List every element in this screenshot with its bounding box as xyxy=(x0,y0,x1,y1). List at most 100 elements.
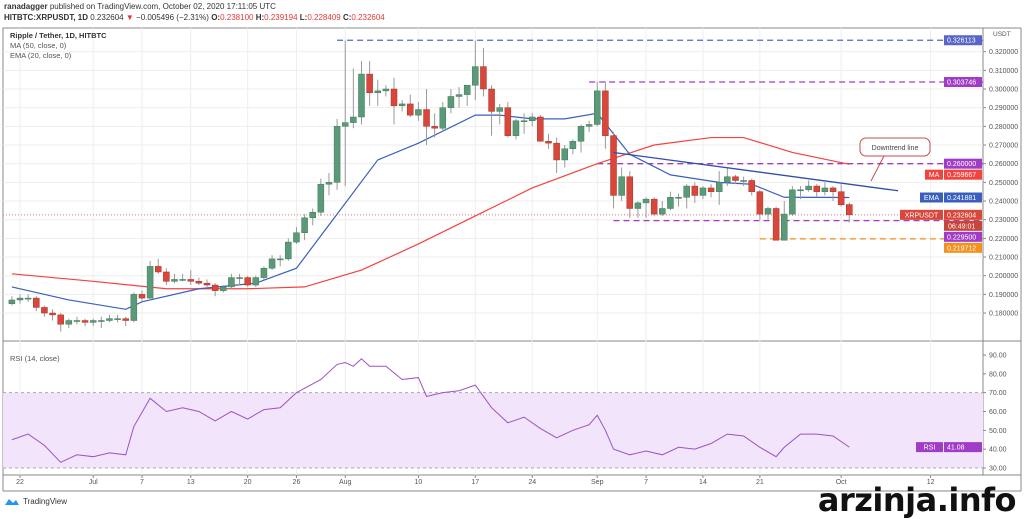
candle xyxy=(431,113,438,138)
candle-body xyxy=(650,198,658,215)
candle-body xyxy=(382,88,390,92)
candle xyxy=(16,294,24,304)
price-chart[interactable]: 0.180000 0.190000 0.200000 0.210000 0.220000… xyxy=(0,0,1024,495)
candle-body xyxy=(463,85,471,95)
candle-body xyxy=(512,120,520,136)
candle xyxy=(407,94,414,118)
candle-body xyxy=(772,208,780,241)
candle-body xyxy=(260,267,268,278)
price-value-badge xyxy=(944,209,982,220)
candle xyxy=(146,260,154,300)
candle xyxy=(325,173,333,196)
candle xyxy=(268,255,276,271)
candle-body xyxy=(146,266,154,299)
low-label: L: xyxy=(299,13,308,22)
candle-body xyxy=(837,191,845,206)
price-tick-label: 0.260000 xyxy=(989,161,1018,168)
tradingview-logo[interactable]: TradingView xyxy=(4,497,67,506)
high-label: H: xyxy=(255,13,265,22)
price-tick-label: 0.270000 xyxy=(989,143,1018,150)
candle-body xyxy=(154,266,162,273)
candle xyxy=(98,316,105,328)
callout-box xyxy=(859,137,931,157)
candle-body xyxy=(350,116,357,123)
time-tick-label: 24 xyxy=(528,479,536,486)
candle-body xyxy=(16,297,24,301)
ohlc-header: HITBTC:XRPUSDT, 1D 0.232604 ▼ −0.005496 … xyxy=(4,13,385,22)
candle-body xyxy=(415,109,422,116)
candle-body xyxy=(472,66,479,86)
candle xyxy=(211,283,219,297)
candle-body xyxy=(423,109,430,127)
candle xyxy=(772,206,780,241)
high-value: 0.239194 xyxy=(264,13,298,22)
candle xyxy=(659,201,666,216)
rsi-tick-label: 40.00 xyxy=(989,447,1007,454)
candle-body xyxy=(106,318,113,321)
legend-ema[interactable]: EMA (20, close, 0) xyxy=(10,51,72,60)
candle-body xyxy=(407,103,414,116)
candle-body xyxy=(447,96,455,108)
legend-title[interactable]: Ripple / Tether, 1D, HITBTC xyxy=(10,31,107,40)
time-tick-label: 14 xyxy=(699,479,707,486)
price-tick-label: 0.290000 xyxy=(989,105,1018,112)
candle xyxy=(699,186,707,200)
candle-body xyxy=(667,197,674,209)
candle-body xyxy=(699,187,707,196)
candle xyxy=(528,113,536,127)
candle-body xyxy=(325,182,333,185)
candle-body xyxy=(114,318,121,320)
candle xyxy=(114,314,121,323)
candle-body xyxy=(195,281,203,284)
candle-body xyxy=(594,90,601,125)
candle-body xyxy=(732,176,739,181)
candle xyxy=(610,131,617,209)
candle-body xyxy=(8,299,16,304)
candle-body xyxy=(756,191,764,215)
down-arrow-icon: ▼ xyxy=(125,13,134,22)
candle-body xyxy=(585,124,593,127)
level-badge xyxy=(944,77,982,88)
open-label: O: xyxy=(211,13,221,22)
candle xyxy=(374,79,381,106)
time-tick-label: 22 xyxy=(16,479,24,486)
candle xyxy=(341,40,349,187)
price-tick-label: 0.230000 xyxy=(989,217,1018,224)
time-tick-label: 13 xyxy=(187,479,195,486)
candle xyxy=(447,89,455,114)
candle-body xyxy=(236,277,243,279)
countdown-text: 06:49:01 xyxy=(948,223,975,230)
candle xyxy=(797,186,804,200)
price-tick-label: 0.180000 xyxy=(989,311,1018,318)
candle-body xyxy=(488,88,495,112)
candle xyxy=(309,208,316,226)
candle-body xyxy=(211,284,219,291)
candle-body xyxy=(561,148,568,161)
legend-rsi[interactable]: RSI (14, close) xyxy=(10,354,60,363)
candle xyxy=(154,258,162,274)
candle-body xyxy=(65,320,73,325)
price-tag: EMA xyxy=(924,195,940,202)
price-tick-label: 0.280000 xyxy=(989,124,1018,131)
candle-body xyxy=(293,232,300,243)
candle xyxy=(24,294,32,302)
price-tag-badge xyxy=(900,209,943,220)
time-tick-label: 26 xyxy=(293,479,301,486)
candle-body xyxy=(398,103,406,107)
candle-body xyxy=(545,141,552,144)
price-tick-label: 0.320000 xyxy=(989,49,1018,56)
candle-body xyxy=(691,185,699,196)
publisher[interactable]: ranadagger xyxy=(4,2,48,11)
candle-body xyxy=(203,282,211,286)
candle xyxy=(789,186,796,216)
legend-ma[interactable]: MA (50, close, 0) xyxy=(10,41,67,50)
candle-body xyxy=(341,122,349,127)
candle xyxy=(707,184,715,198)
candle xyxy=(472,40,479,101)
candle xyxy=(756,189,764,220)
candle xyxy=(138,290,146,302)
candle-body xyxy=(740,180,747,182)
price-tick-label: 0.310000 xyxy=(989,68,1018,75)
candle-body xyxy=(89,320,97,323)
rsi-tag: RSI xyxy=(924,445,936,452)
